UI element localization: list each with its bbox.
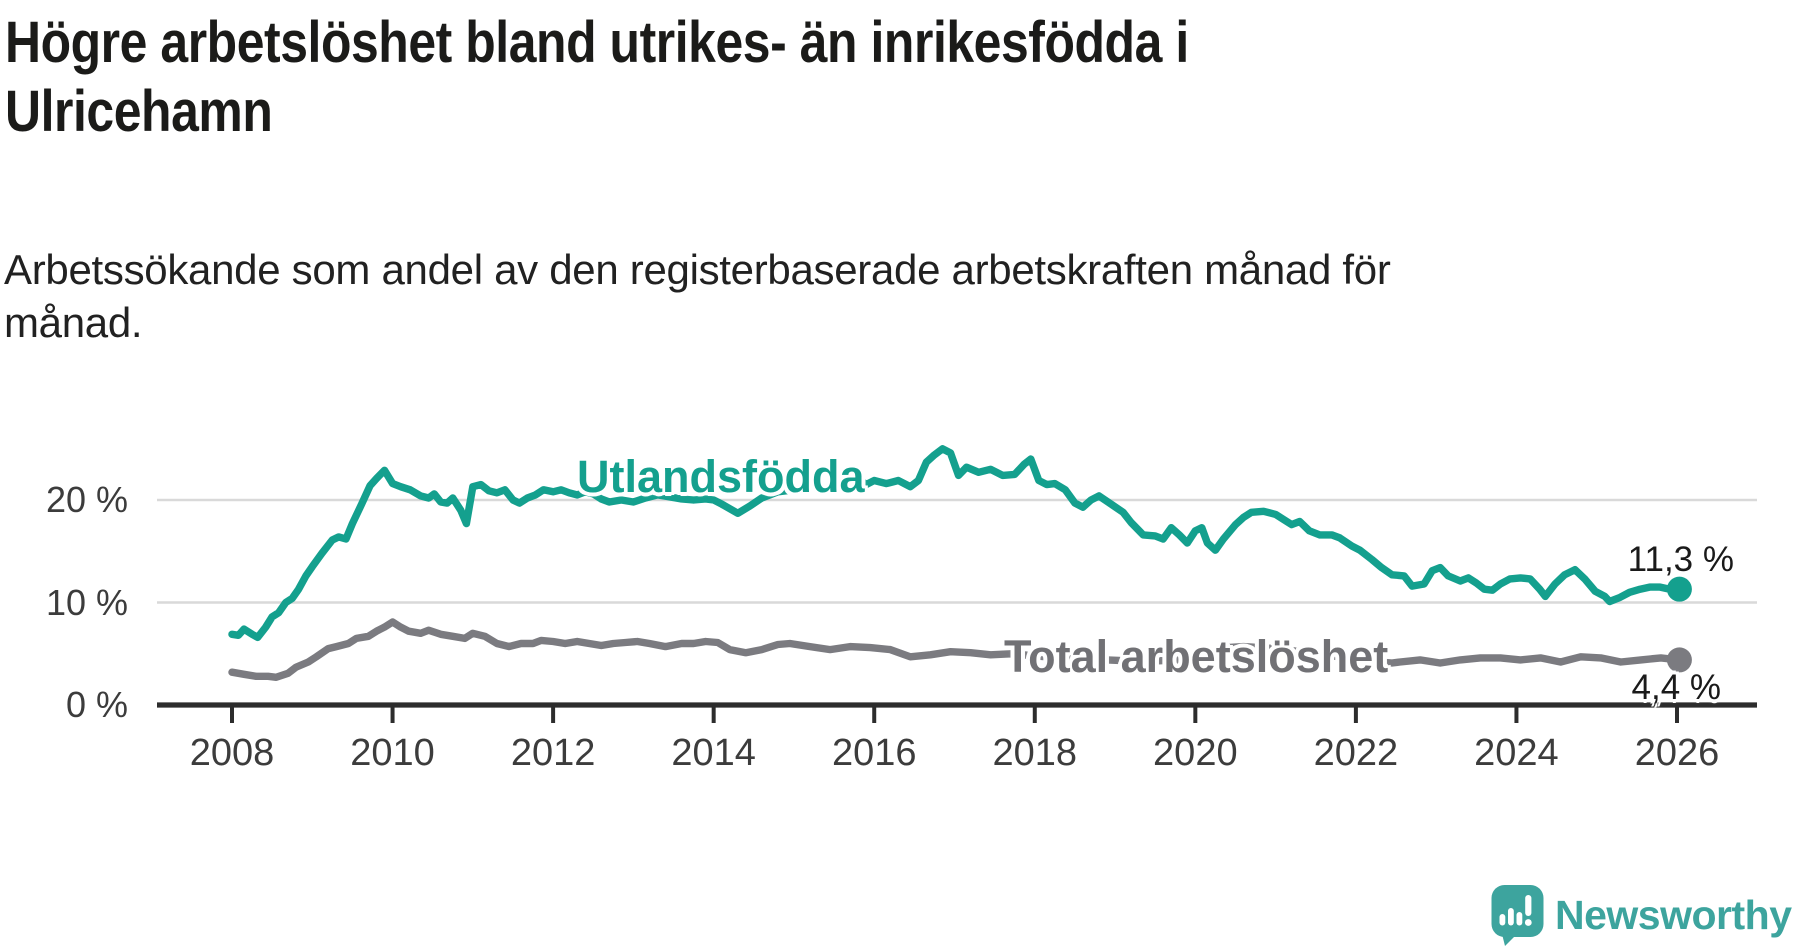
series-end-dot <box>1666 576 1692 602</box>
x-tick-label: 2016 <box>831 732 917 774</box>
chart-subtitle: Arbetssökande som andel av den registerb… <box>4 243 1764 349</box>
y-tick-label: 10 % <box>45 581 128 623</box>
newsworthy-logo-text: Newsworthy <box>1555 892 1792 938</box>
subtitle-line-2: månad. <box>4 299 143 346</box>
title-line-2: Ulricehamn <box>5 79 273 144</box>
x-tick-label: 2024 <box>1474 732 1559 774</box>
page-title: Högre arbetslöshet bland utrikes- än inr… <box>5 8 1777 146</box>
x-tick-label: 2018 <box>992 732 1078 774</box>
x-tick-label: 2008 <box>189 732 275 774</box>
x-tick-label: 2020 <box>1153 732 1238 774</box>
series-end-dot <box>1666 647 1692 673</box>
series-line <box>228 445 1684 642</box>
x-tick-label: 2010 <box>350 732 435 774</box>
subtitle-line-1: Arbetssökande som andel av den registerb… <box>4 246 1391 293</box>
series-label-total-arbetsloshet: Total arbetslöshet <box>1004 631 1389 682</box>
y-tick-label: 0 % <box>65 684 128 725</box>
x-tick-label: 2014 <box>671 732 756 774</box>
newsworthy-logo: Newsworthy <box>1491 884 1792 946</box>
end-value-label-total: 4,4 % <box>1631 668 1722 707</box>
x-tick-label: 2022 <box>1313 732 1399 774</box>
series-label-utlandsfodda: Utlandsfödda <box>577 451 865 502</box>
newsworthy-speech-bubble-icon <box>1491 885 1544 946</box>
y-tick-label: 20 % <box>45 479 128 520</box>
x-tick-label: 2012 <box>510 732 596 774</box>
title-line-1: Högre arbetslöshet bland utrikes- än inr… <box>5 10 1189 75</box>
end-value-label-utlandsfodda: 11,3 % <box>1627 540 1734 579</box>
series-line <box>228 618 1684 681</box>
x-tick-label: 2026 <box>1634 732 1720 774</box>
